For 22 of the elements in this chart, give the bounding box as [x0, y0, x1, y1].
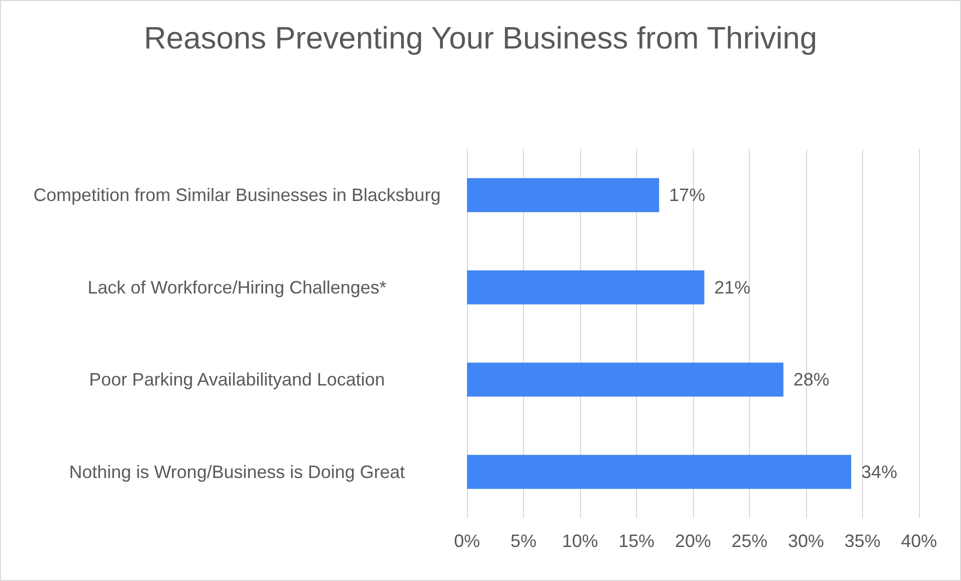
data-label: 17% — [669, 185, 706, 206]
data-label: 34% — [861, 462, 898, 482]
chart-title: Reasons Preventing Your Business from Thriving — [144, 20, 818, 56]
y-tick-label: Competition from Similar Businesses in Blacksburg — [33, 185, 441, 206]
bar — [467, 178, 660, 212]
data-label: 21% — [714, 277, 750, 298]
bar — [467, 454, 852, 489]
bar — [467, 270, 704, 304]
x-tick-label: 10% — [562, 531, 598, 551]
bar — [467, 362, 784, 397]
x-tick-label: 35% — [844, 531, 881, 551]
x-tick-label: 0% — [454, 531, 480, 551]
x-tick-label: 30% — [788, 531, 824, 551]
y-tick-label: Lack of Workforce/Hiring Challenges* — [88, 277, 386, 298]
x-tick-label: 15% — [618, 531, 655, 551]
x-tick-label: 40% — [900, 531, 938, 551]
y-tick-label: Nothing is Wrong/Business is Doing Great — [69, 462, 405, 482]
x-tick-label: 5% — [510, 531, 537, 551]
data-label: 28% — [793, 370, 830, 390]
x-tick-label: 25% — [731, 531, 768, 551]
x-tick-label: 20% — [674, 531, 712, 551]
y-tick-label: Poor Parking Availabilityand Location — [89, 370, 385, 390]
